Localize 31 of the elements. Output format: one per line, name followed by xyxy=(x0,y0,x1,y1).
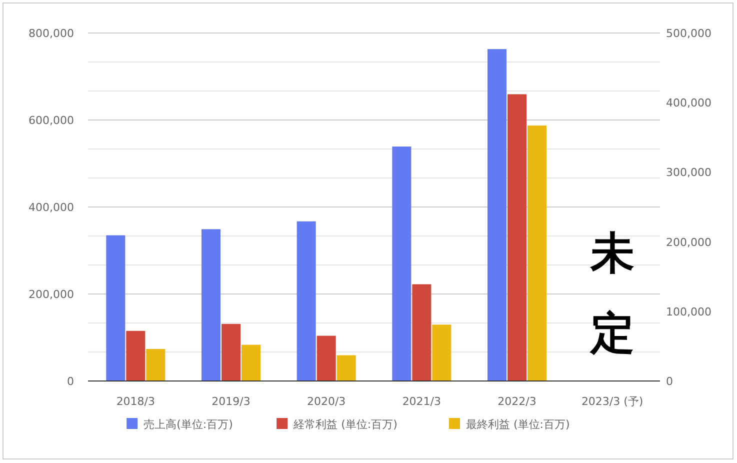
x-tick-label: 2020/3 xyxy=(306,395,346,408)
bar xyxy=(202,229,220,381)
y-tick-label: 200,000 xyxy=(28,288,74,301)
y2-tick-label: 0 xyxy=(666,375,673,388)
y2-tick-label: 100,000 xyxy=(666,305,712,318)
y-tick-label: 0 xyxy=(67,375,74,388)
y2-tick-label: 200,000 xyxy=(666,236,712,249)
legend-label: 最終利益 (単位:百万) xyxy=(466,418,570,431)
y2-tick-label: 500,000 xyxy=(666,27,712,40)
bar xyxy=(316,336,336,381)
bar xyxy=(392,146,412,381)
y-tick-label: 600,000 xyxy=(28,114,74,127)
bar xyxy=(432,324,452,381)
bar xyxy=(336,355,356,381)
bar xyxy=(242,344,260,381)
x-tick-label: 2021/3 xyxy=(402,395,442,408)
y-tick-label: 400,000 xyxy=(28,201,74,214)
x-tick-label: 2022/3 xyxy=(498,395,536,408)
legend-label: 売上高(単位:百万) xyxy=(144,418,233,431)
bar xyxy=(528,126,546,381)
legend-label: 経常利益 (単位:百万) xyxy=(292,418,398,431)
y2-tick-label: 300,000 xyxy=(666,166,712,180)
x-tick-label: 2023/3 (予) xyxy=(581,395,644,408)
y2-tick-label: 400,000 xyxy=(666,96,712,110)
annotation: 未定 xyxy=(589,228,634,359)
bar xyxy=(146,348,166,381)
y-tick-label: 800,000 xyxy=(28,27,74,40)
bar xyxy=(106,235,126,381)
x-tick-label: 2019/3 xyxy=(212,395,250,408)
bar xyxy=(296,221,316,381)
x-tick-label: 2018/3 xyxy=(116,395,156,408)
